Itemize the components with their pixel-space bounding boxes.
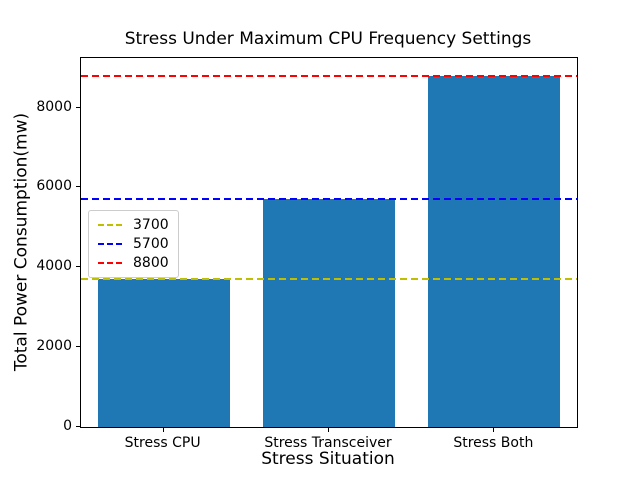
y-tick-mark xyxy=(76,266,80,268)
x-tick-label: Stress Transceiver xyxy=(264,435,392,451)
y-tick-mark xyxy=(76,106,80,108)
x-axis-label: Stress Situation xyxy=(261,449,395,469)
y-tick-label: 0 xyxy=(63,418,72,434)
y-tick-label: 2000 xyxy=(36,338,72,355)
legend-row: 5700 xyxy=(98,236,169,252)
y-tick-mark xyxy=(76,346,80,348)
x-tick-mark xyxy=(493,428,495,432)
legend-row: 3700 xyxy=(98,217,169,233)
legend-line-swatch xyxy=(98,243,125,245)
x-tick-mark xyxy=(162,428,164,432)
y-tick-label: 8000 xyxy=(36,98,72,115)
y-tick-label: 4000 xyxy=(36,258,72,275)
legend-line-swatch xyxy=(98,224,125,226)
hline-5700 xyxy=(81,198,577,201)
y-tick-mark xyxy=(76,426,80,427)
legend: 3700 5700 8800 xyxy=(88,210,179,278)
bar-stress-both xyxy=(428,75,561,427)
legend-label: 5700 xyxy=(133,236,169,252)
legend-line-swatch xyxy=(98,262,125,264)
x-tick-label: Stress CPU xyxy=(124,435,201,451)
hline-8800 xyxy=(81,74,577,77)
legend-label: 3700 xyxy=(133,217,169,233)
chart-title: Stress Under Maximum CPU Frequency Setti… xyxy=(124,29,532,49)
bar-stress-transceiver xyxy=(262,199,396,427)
bar-stress-cpu xyxy=(97,279,230,427)
y-axis-label: Total Power Consumption(mw) xyxy=(11,112,32,372)
y-tick-label: 6000 xyxy=(36,178,72,195)
plot-area: 3700 5700 8800 xyxy=(80,57,578,428)
legend-label: 8800 xyxy=(133,255,169,271)
y-tick-mark xyxy=(76,186,80,188)
legend-row: 8800 xyxy=(98,255,169,271)
x-tick-mark xyxy=(328,428,329,432)
x-tick-label: Stress Both xyxy=(453,435,534,451)
hline-3700 xyxy=(81,278,577,281)
